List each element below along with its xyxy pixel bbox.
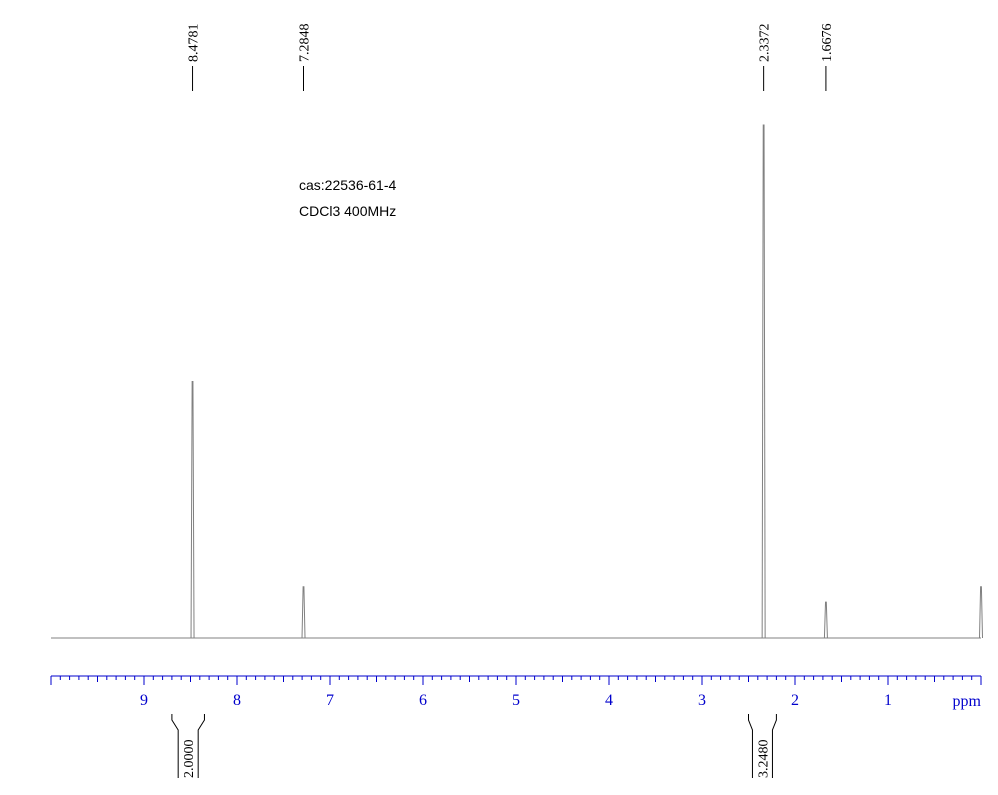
spectrum-peak — [823, 601, 828, 639]
peak-label: 1.6676 — [820, 24, 835, 63]
x-tick-label: 6 — [419, 692, 427, 709]
x-tick-label: 1 — [884, 692, 892, 709]
x-tick-label: 3 — [698, 692, 706, 709]
integral-value-label: 2.0000 — [182, 740, 197, 779]
x-tick-label: 4 — [605, 692, 613, 709]
cas-number-label: cas:22536-61-4 — [299, 177, 397, 193]
peak-label: 2.3372 — [758, 24, 773, 63]
spectrum-peak — [190, 381, 195, 639]
peak-labels-layer: 8.4781 7.2848 2.3372 1.6676 — [187, 24, 835, 91]
x-axis: 9 8 7 6 5 4 3 2 1 ppm — [50, 675, 982, 710]
peak-label: 8.4781 — [187, 24, 202, 63]
peaks-layer — [190, 124, 983, 639]
integral-value-label: 3.2480 — [756, 740, 771, 779]
integral-bracket-right — [197, 714, 205, 778]
x-tick-label: 7 — [326, 692, 334, 709]
x-tick-label: 5 — [512, 692, 520, 709]
solvent-frequency-label: CDCl3 400MHz — [299, 203, 397, 219]
spectrum-peak — [979, 586, 983, 639]
peak-label: 7.2848 — [298, 24, 313, 63]
x-tick-label: 9 — [140, 692, 148, 709]
x-tick-label: 8 — [233, 692, 241, 709]
spectrum-peak — [761, 124, 766, 639]
spectrum-peak — [301, 586, 306, 639]
integral-bracket-left — [171, 714, 179, 778]
integrals-layer: 2.0000 3.2480 — [171, 714, 777, 779]
integral-bracket-left — [748, 714, 753, 778]
x-tick-label: 2 — [791, 692, 799, 709]
integral-bracket-right — [771, 714, 777, 778]
x-axis-unit-label: ppm — [953, 693, 982, 710]
